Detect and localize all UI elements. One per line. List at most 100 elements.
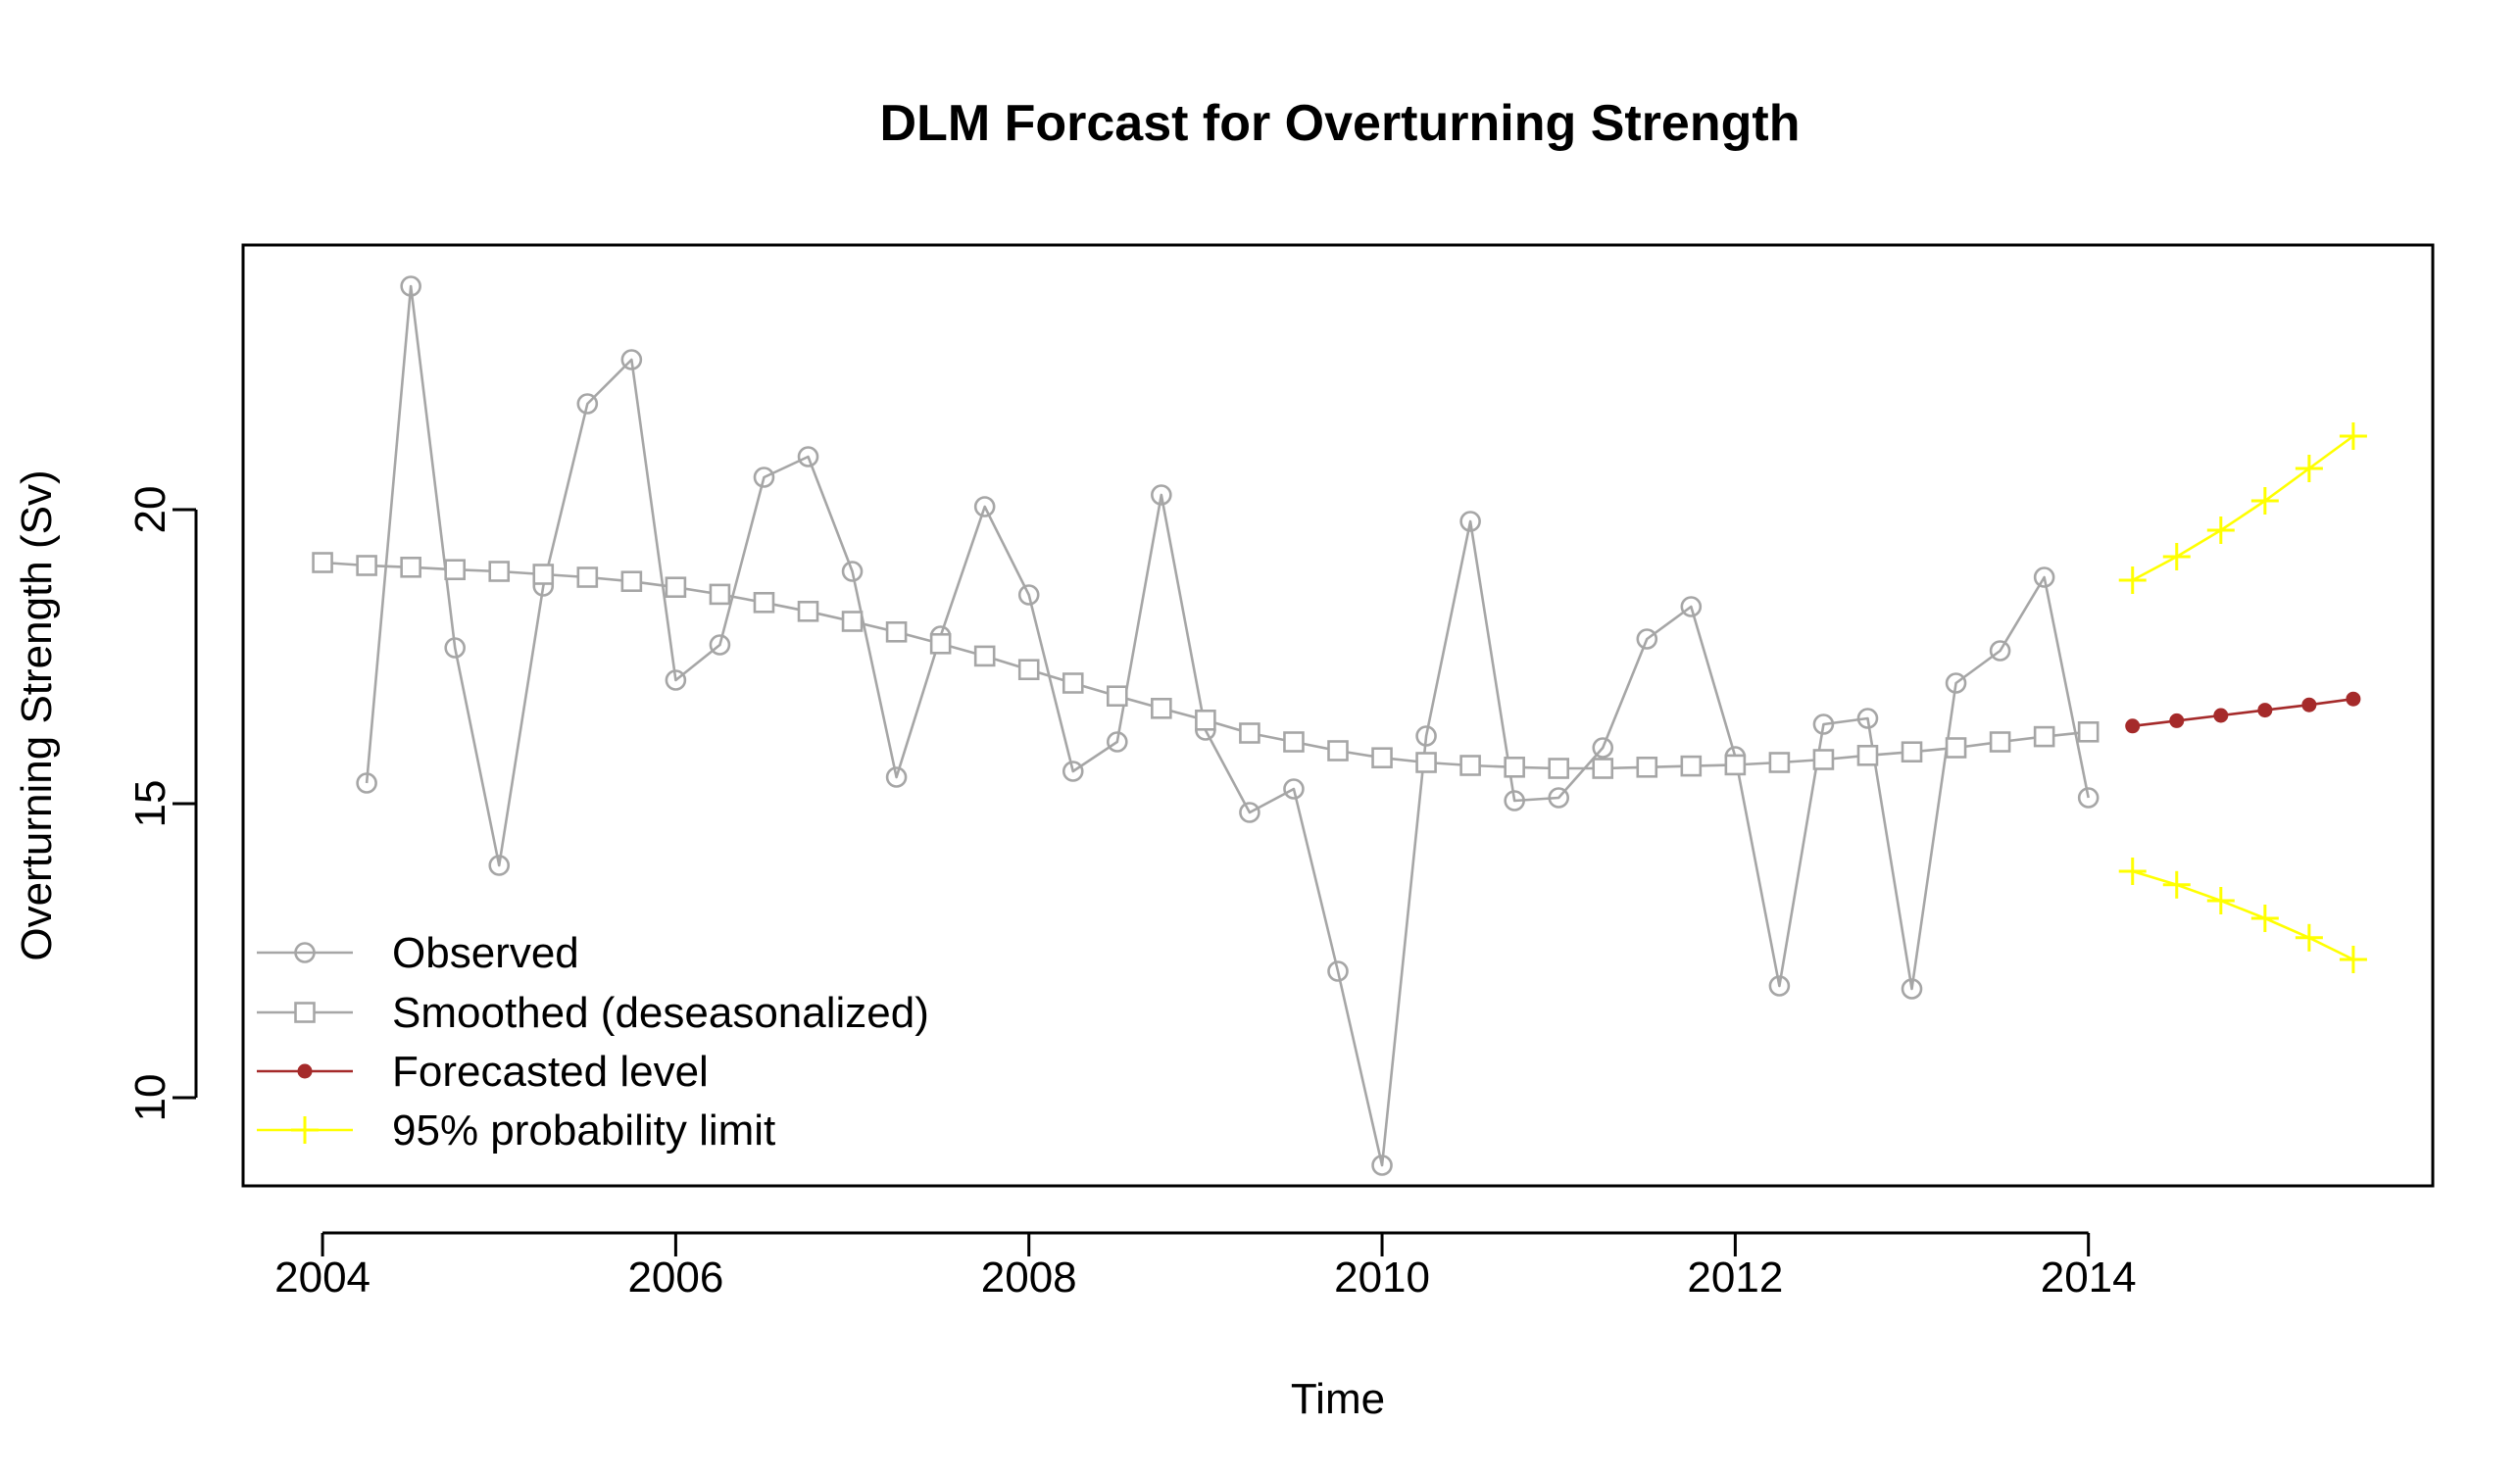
- smoothed-point: [665, 576, 687, 599]
- smoothed-point: [1636, 756, 1658, 778]
- smoothed-point: [444, 559, 466, 581]
- observed-point: [973, 496, 996, 517]
- legend-label: 95% probability limit: [392, 1106, 775, 1155]
- observed-point: [665, 669, 687, 691]
- forecast-point: [2213, 708, 2229, 723]
- smoothed-point: [620, 570, 643, 593]
- smoothed-point: [1548, 758, 1570, 779]
- y-tick-label: 10: [126, 1074, 174, 1122]
- observed-point: [1812, 713, 1835, 735]
- observed-point: [1327, 960, 1349, 982]
- smoothed-point: [1768, 752, 1791, 773]
- smoothed-point: [841, 611, 864, 632]
- x-axis-label: Time: [1291, 1375, 1385, 1423]
- x-tick-label: 2014: [2041, 1254, 2137, 1302]
- observed-point: [356, 772, 377, 794]
- observed-point: [1768, 975, 1791, 997]
- smoothed-point: [356, 555, 377, 576]
- observed-point: [1680, 596, 1703, 617]
- legend-item-smoothed: Smoothed (deseasonalized): [257, 989, 929, 1037]
- observed-point: [753, 467, 775, 488]
- smoothed-point: [1415, 752, 1437, 773]
- observed-point: [1945, 672, 1967, 694]
- observed-point: [1504, 790, 1525, 811]
- legend: Observed Smoothed (deseasonalized) Forecas…: [257, 929, 929, 1155]
- smoothed-point: [709, 583, 731, 606]
- limit-point: [2295, 455, 2323, 482]
- legend-swatch-marker: [294, 1002, 316, 1023]
- limit-point: [2162, 543, 2191, 570]
- observed-point: [400, 275, 421, 297]
- forecast-point: [2169, 713, 2185, 728]
- observed-point: [576, 393, 599, 415]
- smoothed-point: [532, 564, 555, 585]
- smoothed-point: [400, 556, 421, 578]
- limit-point: [2118, 566, 2147, 594]
- legend-label: Smoothed (deseasonalized): [392, 989, 929, 1037]
- observed-point: [1548, 787, 1570, 809]
- smoothed-point: [1945, 737, 1967, 759]
- x-axis: 2004 2006 2008 2010 2012 2014: [274, 1231, 2137, 1302]
- limit-lower-point: [2118, 858, 2147, 885]
- smoothed-point: [929, 632, 952, 655]
- smoothed-point: [1504, 756, 1525, 778]
- smoothed-point: [1989, 731, 2011, 753]
- smoothed-point: [1195, 709, 1216, 731]
- observed-point: [1989, 640, 2011, 662]
- limit-lower-point: [2250, 905, 2279, 932]
- limit-lower-point: [2206, 887, 2235, 914]
- forecast-point: [2125, 718, 2141, 734]
- limit-point: [2250, 487, 2279, 515]
- limit-point: [2339, 422, 2367, 450]
- observed-point: [841, 561, 864, 582]
- smoothed-point: [1812, 749, 1835, 770]
- observed-point: [1371, 1155, 1393, 1176]
- limit-lower-point: [2339, 946, 2367, 973]
- observed-point: [1062, 761, 1084, 782]
- smoothed-point: [2077, 720, 2100, 743]
- observed-point: [1459, 511, 1481, 532]
- chart-title: DLM Forcast for Overturning Strength: [880, 95, 1801, 152]
- observed-point: [2033, 566, 2055, 588]
- observed-point: [709, 634, 731, 656]
- smoothed-point: [797, 600, 819, 622]
- y-tick-label: 20: [126, 486, 174, 534]
- limit-lower-point: [2295, 923, 2323, 952]
- observed-point: [1283, 778, 1305, 800]
- smoothed-point: [1062, 672, 1084, 694]
- series-forecast: [2125, 691, 2361, 734]
- limit-lower-point: [2162, 870, 2191, 899]
- y-axis-label: Overturning Strength (Sv): [13, 469, 61, 960]
- observed-point: [1901, 978, 1923, 1000]
- observed-point: [488, 855, 511, 876]
- smoothed-point: [973, 645, 996, 667]
- plot-frame: [241, 243, 2435, 1188]
- smoothed-point: [1592, 758, 1614, 779]
- smoothed-point: [1856, 744, 1879, 766]
- smoothed-point: [1106, 685, 1128, 708]
- x-tick-label: 2008: [981, 1254, 1077, 1302]
- smoothed-line: [321, 561, 2089, 770]
- forecast-line: [2132, 697, 2354, 728]
- forecast-point: [2257, 703, 2273, 718]
- smoothed-point: [576, 566, 599, 588]
- smoothed-point: [1459, 755, 1481, 776]
- observed-point: [2077, 787, 2100, 809]
- observed-point: [1636, 628, 1658, 650]
- legend-item-observed: Observed: [257, 929, 579, 977]
- smoothed-point: [1239, 722, 1260, 744]
- forecast-point: [2346, 691, 2361, 707]
- smoothed-point: [488, 561, 511, 582]
- legend-swatch-marker: [294, 942, 316, 963]
- x-tick-label: 2010: [1334, 1254, 1430, 1302]
- observed-point: [1415, 725, 1437, 747]
- limit-point: [2206, 516, 2235, 544]
- legend-swatch-marker: [291, 1116, 319, 1144]
- x-tick-label: 2006: [627, 1254, 723, 1302]
- observed-line: [365, 284, 2090, 1167]
- x-tick-label: 2012: [1687, 1254, 1783, 1302]
- smoothed-point: [885, 620, 908, 643]
- observed-point: [444, 637, 466, 659]
- observed-point: [1151, 484, 1172, 506]
